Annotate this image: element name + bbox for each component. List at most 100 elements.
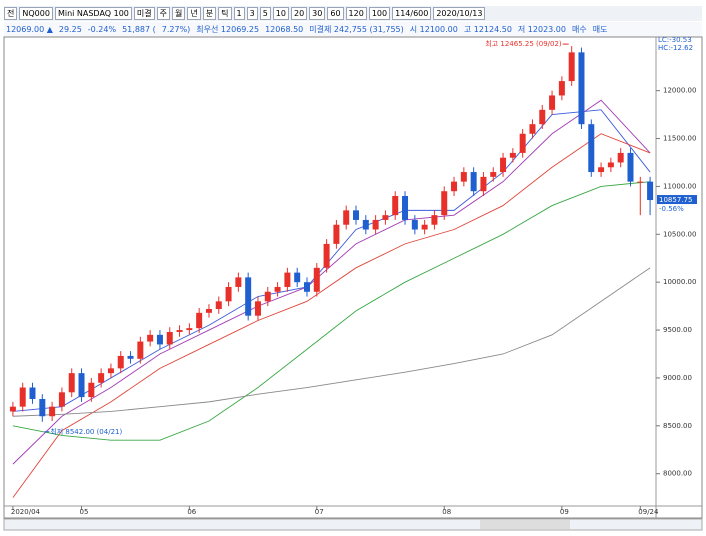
candle-body <box>362 219 369 230</box>
scroll-controls[interactable] <box>480 520 570 529</box>
moving-average <box>12 181 651 441</box>
candle-body <box>264 291 271 302</box>
y-tick-label: 10000.00 <box>663 278 696 286</box>
candle-body <box>647 181 654 201</box>
candle-body <box>490 172 497 177</box>
toolbar-button[interactable]: 주 <box>156 7 171 20</box>
toolbar-button[interactable]: 2020/10/13 <box>433 7 486 20</box>
quote-field[interactable]: 매수 <box>571 25 587 34</box>
toolbar-button[interactable]: 20 <box>290 7 308 20</box>
candle-body <box>147 334 154 342</box>
toolbar-button[interactable]: 1 <box>233 7 245 20</box>
candle-body <box>235 277 242 287</box>
y-tick-label: 10500.00 <box>663 230 696 238</box>
moving-average <box>12 267 651 417</box>
x-tick-label: 09/24 <box>638 508 659 516</box>
candle-body <box>529 124 536 134</box>
candle-body <box>166 331 173 345</box>
candle-body <box>637 181 644 183</box>
toolbar-button[interactable]: NQ000 <box>19 7 53 20</box>
candle-body <box>284 272 291 287</box>
candle-body <box>480 176 487 192</box>
quote-field: 12069.00 ▲ <box>6 25 53 34</box>
candle-body <box>156 334 163 345</box>
candle-body <box>19 387 26 407</box>
candle-body <box>323 243 330 268</box>
candle-body <box>578 52 585 125</box>
moving-average <box>12 99 651 465</box>
x-tick-label: 2020/04 <box>11 508 41 516</box>
quote-field: 저 12023.00 <box>517 25 566 34</box>
quote-field: 고 12124.50 <box>463 25 512 34</box>
x-tick-label: 06 <box>187 508 196 516</box>
x-tick-label: 05 <box>80 508 89 516</box>
candle-body <box>392 196 399 216</box>
high-annotation: 최고 12465.25 (09/02) <box>485 39 562 48</box>
last-price: 10857.75 <box>659 196 692 204</box>
candle-body <box>215 301 222 309</box>
toolbar-button[interactable]: 전 <box>4 7 18 20</box>
y-tick-label: 11000.00 <box>663 182 696 190</box>
moving-average <box>12 109 651 412</box>
toolbar-button[interactable]: 분 <box>202 7 217 20</box>
candle-body <box>411 219 418 230</box>
x-tick-label: 09 <box>560 508 569 516</box>
quote-field[interactable]: 매도 <box>592 25 608 34</box>
candle-body <box>98 373 105 383</box>
candle-body <box>68 373 75 393</box>
candle-body <box>313 267 320 292</box>
toolbar: 전 NQ000 Mini NASDAQ 100 미결 주 월 년 분 틱 1 3 5 10 20 30 60 1… <box>4 6 702 21</box>
toolbar-button[interactable]: Mini NASDAQ 100 <box>54 7 132 20</box>
candle-body <box>49 406 56 417</box>
toolbar-button[interactable]: 5 <box>259 7 271 20</box>
moving-average <box>12 133 651 498</box>
candle-body <box>245 277 252 316</box>
candle-body <box>9 406 16 412</box>
toolbar-button[interactable]: 114/600 <box>392 7 432 20</box>
candle-body <box>460 172 467 182</box>
candle-body <box>127 355 134 359</box>
quote-field: 최우선 12069.25 <box>196 25 260 34</box>
toolbar-button[interactable]: 미결 <box>133 7 155 20</box>
candle-body <box>588 124 595 173</box>
last-change: -0.56% <box>659 205 684 213</box>
candle-body <box>402 196 409 220</box>
candle-body <box>107 368 114 374</box>
scroll-bar[interactable] <box>3 518 703 531</box>
candle-body <box>78 373 85 398</box>
y-tick-label: 9500.00 <box>663 326 692 334</box>
toolbar-button[interactable]: 틱 <box>218 7 232 20</box>
y-tick-label: 8500.00 <box>663 422 692 430</box>
candle-body <box>186 328 193 331</box>
candle-body <box>451 181 458 192</box>
quote-field: 7.27%) <box>161 25 191 34</box>
candle-body <box>117 355 124 369</box>
quote-bar: 12069.00 ▲ 29.25 -0.24% 51,887 (7.27%) 최우선 1… <box>4 22 702 37</box>
y-tick-label: 9000.00 <box>663 374 692 382</box>
toolbar-button[interactable]: 100 <box>368 7 391 20</box>
toolbar-button[interactable]: 년 <box>187 7 201 20</box>
toolbar-button[interactable]: 120 <box>345 7 367 20</box>
y-tick-label: 11500.00 <box>663 135 696 143</box>
candle-body <box>39 399 46 417</box>
candle-body <box>303 282 310 292</box>
toolbar-button[interactable]: 3 <box>246 7 258 20</box>
candle-body <box>58 392 65 407</box>
toolbar-button[interactable]: 60 <box>327 7 344 20</box>
toolbar-button[interactable]: 10 <box>272 7 289 20</box>
hc-label: HC:-12.62 <box>658 44 693 52</box>
y-tick-label: 8000.00 <box>663 470 692 478</box>
candle-body <box>137 341 144 359</box>
x-tick-label: 08 <box>442 508 451 516</box>
candle-body <box>441 191 448 216</box>
candle-body <box>509 152 516 158</box>
toolbar-button[interactable]: 30 <box>309 7 326 20</box>
quote-field: 12068.50 <box>265 25 304 34</box>
candle-body <box>470 172 477 192</box>
toolbar-button[interactable]: 월 <box>172 7 186 20</box>
candle-body <box>568 52 575 82</box>
candle-body <box>196 312 203 329</box>
quote-field: 29.25 <box>58 25 82 34</box>
